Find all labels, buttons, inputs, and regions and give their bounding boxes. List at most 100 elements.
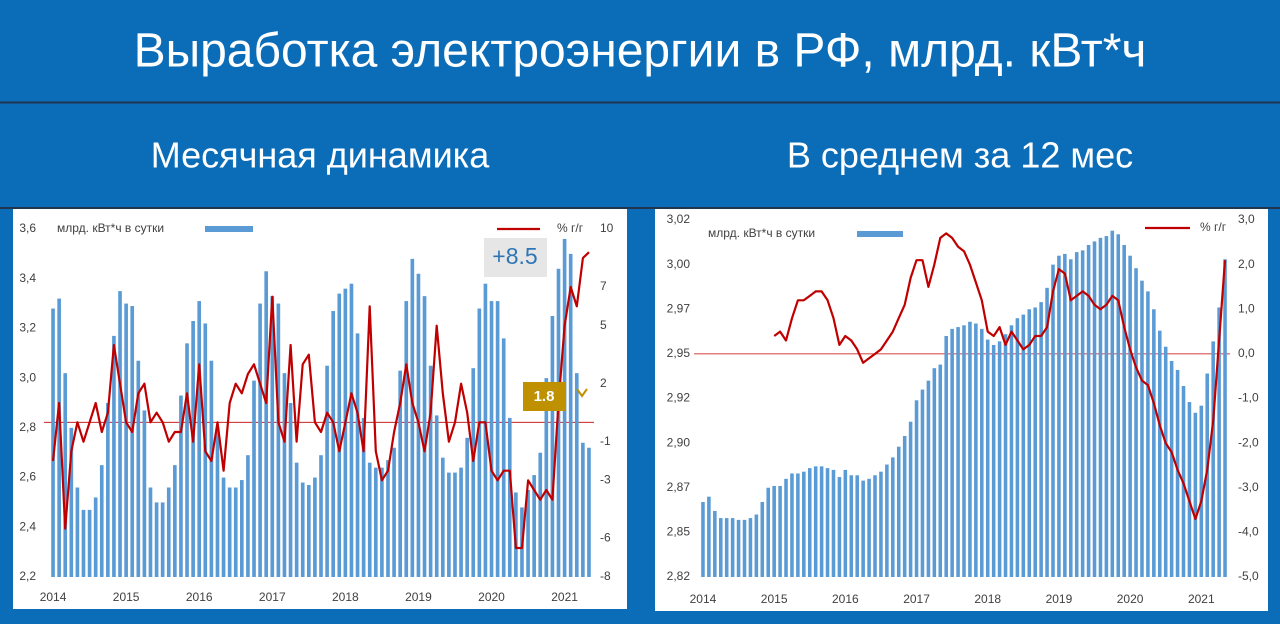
bar [422, 296, 427, 577]
bar [550, 316, 555, 577]
y-tick-label: 2 [600, 376, 607, 390]
bar [713, 510, 717, 577]
bar [849, 475, 854, 577]
legend-label: млрд. кВт*ч в сутки [57, 221, 164, 235]
x-tick-label: 2019 [1046, 592, 1073, 606]
bar [556, 268, 561, 577]
x-tick-label: 2019 [405, 590, 432, 604]
bar [252, 380, 256, 577]
y-tick-label: 1,0 [1238, 301, 1255, 315]
bar [69, 427, 74, 577]
bar [447, 472, 451, 577]
bar [790, 473, 794, 577]
y-tick-label: 2,8 [19, 420, 36, 434]
bar [526, 490, 530, 577]
bar [386, 460, 390, 577]
bar [124, 303, 128, 577]
bar [282, 373, 287, 577]
bar [276, 303, 281, 577]
bar [991, 344, 996, 577]
bar [944, 336, 948, 577]
y-tick-label: 2,95 [667, 346, 691, 360]
bar [294, 462, 299, 577]
bar [1175, 369, 1180, 577]
bar [718, 518, 723, 577]
bar [1092, 241, 1097, 578]
bar [185, 343, 189, 577]
bar [837, 477, 842, 577]
legend-label: % г/г [557, 221, 584, 235]
x-tick-label: 2015 [113, 590, 140, 604]
bar [766, 487, 771, 577]
bar [879, 471, 883, 577]
x-tick-label: 2018 [974, 592, 1001, 606]
bar [1039, 302, 1043, 577]
bar [742, 519, 747, 577]
bar [784, 478, 788, 577]
bar [112, 335, 116, 577]
bar [313, 477, 317, 577]
y-tick-label: -1 [600, 434, 611, 448]
bar [581, 442, 585, 577]
bar [544, 378, 549, 577]
bar [831, 469, 836, 577]
bar [724, 518, 729, 577]
bar [920, 389, 925, 577]
bar [1086, 244, 1091, 578]
y-tick-label: 2,90 [667, 435, 691, 449]
bar [932, 368, 937, 577]
y-tick-label: 2,92 [667, 391, 691, 405]
bar [902, 435, 907, 577]
bar [142, 410, 147, 577]
bar [985, 339, 990, 577]
bar [197, 301, 202, 577]
bar [227, 487, 232, 577]
chevron [576, 388, 588, 398]
x-tick-label: 2014 [40, 590, 67, 604]
bar [730, 518, 735, 577]
bar [471, 368, 476, 577]
bar [1134, 268, 1138, 577]
bar [568, 253, 573, 577]
bar [1211, 341, 1215, 577]
bar [701, 502, 705, 577]
bar [968, 321, 972, 577]
bar [75, 487, 80, 577]
bar [331, 311, 336, 577]
bar [1146, 291, 1150, 577]
y-tick-label: 7 [600, 279, 607, 293]
y-tick-label: 0,0 [1238, 346, 1255, 360]
bar [980, 328, 984, 577]
bar [233, 487, 238, 577]
bar [807, 468, 812, 577]
bar [1045, 287, 1049, 577]
bar [57, 298, 61, 577]
bar [885, 464, 889, 577]
bar [367, 462, 372, 577]
bar [1021, 314, 1026, 577]
bar [495, 301, 500, 577]
y-tick-label: 2,0 [1238, 257, 1255, 271]
bar [772, 485, 776, 577]
bar [355, 333, 360, 577]
bar [962, 325, 966, 577]
x-tick-label: 2020 [1117, 592, 1144, 606]
bar [173, 465, 177, 577]
bar [1187, 402, 1192, 577]
bar [179, 395, 183, 577]
bar [908, 421, 913, 577]
bar [221, 477, 226, 577]
bar [215, 427, 220, 577]
y-tick-label: 2,85 [667, 525, 691, 539]
bar [136, 360, 141, 577]
bar [819, 466, 824, 577]
bar [532, 475, 536, 577]
bar [380, 467, 384, 577]
bar [914, 400, 919, 577]
bar [1080, 250, 1085, 577]
bar [51, 308, 55, 577]
slide-title: Выработка электроэнергии в РФ, млрд. кВт… [134, 25, 1147, 78]
bar [748, 518, 753, 577]
bar [507, 417, 512, 577]
x-tick-label: 2021 [551, 590, 578, 604]
